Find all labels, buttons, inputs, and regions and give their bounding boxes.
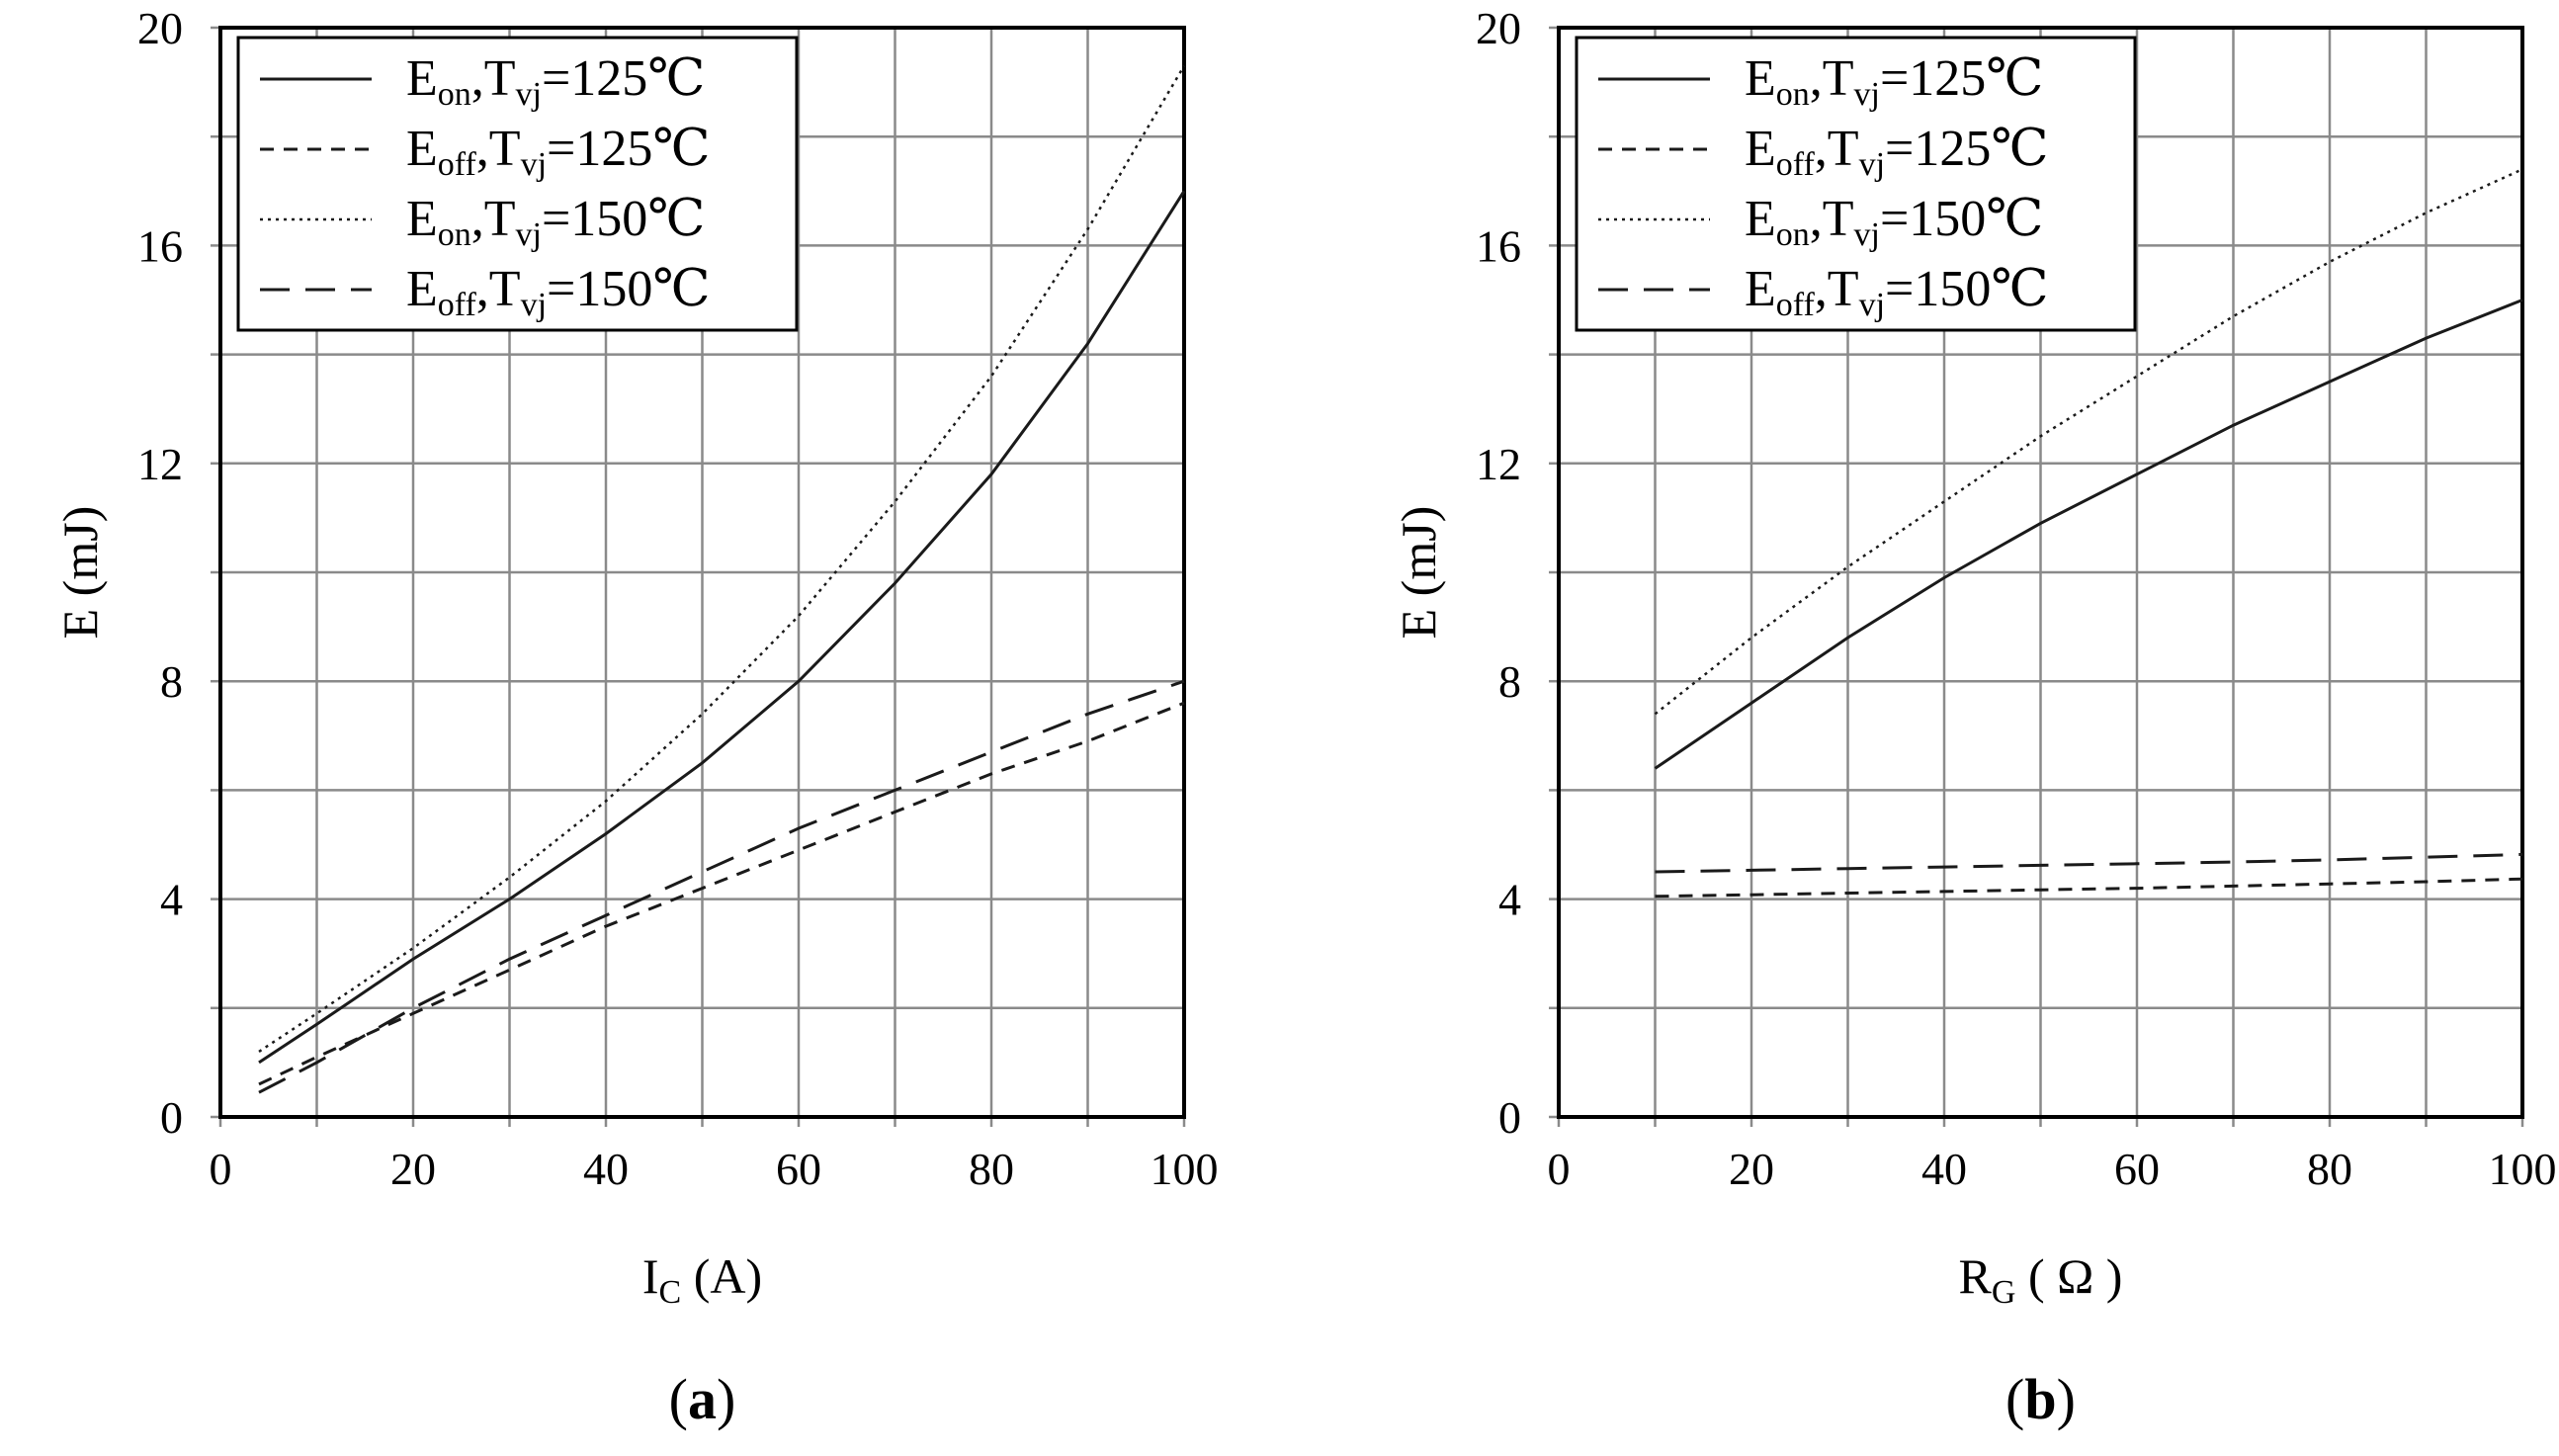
x-axis-title: IC (A) [642,1248,762,1311]
series-line-2 [258,701,1185,1086]
x-axis-title: RG ( Ω ) [1959,1248,2123,1311]
y-tick-label: 20 [1476,3,1521,53]
series-line-4 [258,679,1185,1094]
series-line-2 [1655,877,2523,899]
series-line-3 [1654,168,2523,716]
series-line-4 [1655,852,2523,874]
x-tick-label: 100 [2489,1144,2557,1194]
x-tick-label: 40 [583,1144,629,1194]
chart-panel-b: 0 20 40 60 80 100 0 4 8 12 16 20 Eon,Tvj=125℃ Eoff,Tv… [1391,3,2557,1431]
y-tick-label: 0 [1498,1092,1521,1143]
y-tick-label: 4 [1498,875,1521,925]
y-tick-label: 16 [1476,220,1521,271]
legend-box [236,36,799,332]
legend-label: Eoff,Tvj=150℃ [1745,261,2049,323]
legend: Eon,Tvj=125℃ Eoff,Tvj=125℃ Eon,Tvj=150℃ Eof… [1575,36,2137,332]
legend-label: Eon,Tvj=150℃ [1745,191,2043,253]
legend-box [1575,36,2137,332]
panel-label: (a) [669,1367,736,1431]
x-tick-label: 0 [210,1144,232,1194]
y-tick-label: 8 [1498,656,1521,707]
panel-label: (b) [2005,1367,2076,1431]
x-tick-label: 60 [2114,1144,2160,1194]
y-tick-label: 0 [160,1092,183,1143]
legend-label: Eon,Tvj=125℃ [1745,50,2043,113]
y-axis-title: E (mJ) [1391,506,1446,640]
x-tick-label: 80 [2307,1144,2352,1194]
y-tick-label: 12 [1476,439,1521,489]
x-tick-label: 100 [1151,1144,1219,1194]
legend-label: Eon,Tvj=125℃ [406,50,705,113]
y-tick-label: 4 [160,875,183,925]
x-tick-label: 80 [969,1144,1014,1194]
x-tick-label: 20 [1729,1144,1774,1194]
x-tick-label: 20 [390,1144,436,1194]
legend: Eon,Tvj=125℃ Eoff,Tvj=125℃ Eon,Tvj=150℃ Eof… [236,36,799,332]
y-tick-label: 16 [137,220,183,271]
y-axis-title: E (mJ) [52,506,108,640]
legend-label: Eoff,Tvj=125℃ [1745,121,2049,183]
x-tick-label: 0 [1548,1144,1571,1194]
series-line-3 [258,64,1186,1053]
legend-label: Eoff,Tvj=125℃ [406,121,711,183]
y-tick-label: 12 [137,439,183,489]
chart-panel-a: 0 20 40 60 80 100 0 4 8 12 16 20 Eon,Tvj=125℃ Eoff,Tv… [52,3,1219,1431]
legend-label: Eoff,Tvj=150℃ [406,261,711,323]
plot-frame [1557,26,2524,1119]
grid [1559,28,2522,1117]
y-tick-label: 8 [160,656,183,707]
series-line-1 [258,190,1186,1065]
plot-frame [218,26,1186,1119]
x-tick-label: 60 [776,1144,821,1194]
legend-label: Eon,Tvj=150℃ [406,191,705,253]
x-tick-label: 40 [1921,1144,1967,1194]
series-line-1 [1654,299,2523,770]
y-tick-label: 20 [137,3,183,53]
